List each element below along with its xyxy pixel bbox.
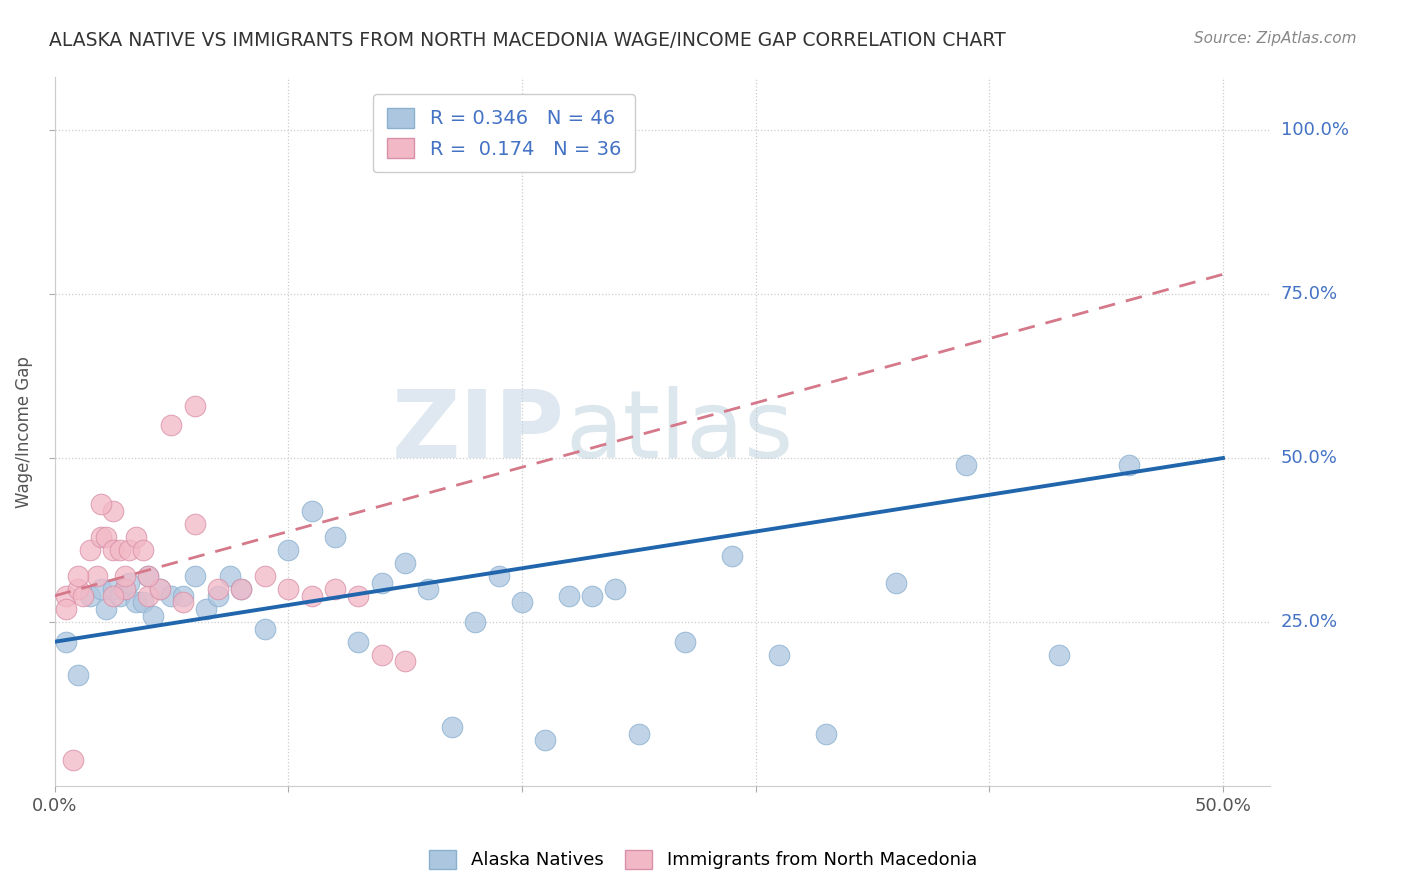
Point <box>1118 458 1140 472</box>
Point <box>488 569 510 583</box>
Point <box>207 589 229 603</box>
Y-axis label: Wage/Income Gap: Wage/Income Gap <box>15 356 32 508</box>
Text: 75.0%: 75.0% <box>1281 285 1339 303</box>
Point <box>125 595 148 609</box>
Point <box>172 595 194 609</box>
Point <box>101 503 124 517</box>
Point <box>581 589 603 603</box>
Point <box>90 497 112 511</box>
Point <box>132 595 155 609</box>
Text: ZIP: ZIP <box>392 386 565 478</box>
Point <box>534 733 557 747</box>
Point <box>184 569 207 583</box>
Point <box>101 589 124 603</box>
Point <box>195 602 218 616</box>
Point <box>55 634 77 648</box>
Point <box>149 582 172 597</box>
Point <box>510 595 533 609</box>
Point <box>114 569 136 583</box>
Point <box>394 655 416 669</box>
Point <box>323 582 346 597</box>
Point <box>118 542 141 557</box>
Point <box>301 503 323 517</box>
Point <box>118 575 141 590</box>
Point <box>418 582 440 597</box>
Point <box>108 542 131 557</box>
Point <box>160 589 183 603</box>
Point <box>132 542 155 557</box>
Point <box>814 726 837 740</box>
Point <box>557 589 579 603</box>
Text: 50.0%: 50.0% <box>1281 449 1337 467</box>
Point <box>160 418 183 433</box>
Point <box>125 530 148 544</box>
Point <box>955 458 977 472</box>
Point <box>72 589 94 603</box>
Point <box>1047 648 1070 662</box>
Point <box>66 569 89 583</box>
Text: 100.0%: 100.0% <box>1281 121 1348 139</box>
Point <box>149 582 172 597</box>
Point <box>323 530 346 544</box>
Point <box>440 720 463 734</box>
Point <box>55 589 77 603</box>
Point <box>253 569 276 583</box>
Point <box>79 542 101 557</box>
Point <box>101 582 124 597</box>
Point <box>136 589 159 603</box>
Text: ALASKA NATIVE VS IMMIGRANTS FROM NORTH MACEDONIA WAGE/INCOME GAP CORRELATION CHA: ALASKA NATIVE VS IMMIGRANTS FROM NORTH M… <box>49 31 1005 50</box>
Point <box>172 589 194 603</box>
Point <box>627 726 650 740</box>
Point <box>370 575 392 590</box>
Point <box>136 569 159 583</box>
Point <box>884 575 907 590</box>
Point <box>66 582 89 597</box>
Point <box>464 615 486 629</box>
Point <box>86 569 108 583</box>
Point <box>231 582 253 597</box>
Point <box>62 753 84 767</box>
Text: 25.0%: 25.0% <box>1281 613 1339 632</box>
Legend: R = 0.346   N = 46, R =  0.174   N = 36: R = 0.346 N = 46, R = 0.174 N = 36 <box>374 95 636 172</box>
Point <box>136 569 159 583</box>
Point <box>79 589 101 603</box>
Point <box>347 634 370 648</box>
Point <box>277 582 299 597</box>
Legend: Alaska Natives, Immigrants from North Macedonia: Alaska Natives, Immigrants from North Ma… <box>420 841 986 879</box>
Point <box>90 582 112 597</box>
Point <box>55 602 77 616</box>
Point <box>66 667 89 681</box>
Text: Source: ZipAtlas.com: Source: ZipAtlas.com <box>1194 31 1357 46</box>
Point <box>94 530 117 544</box>
Text: atlas: atlas <box>565 386 793 478</box>
Point <box>231 582 253 597</box>
Point <box>142 608 165 623</box>
Point <box>184 516 207 531</box>
Point <box>675 634 697 648</box>
Point <box>101 542 124 557</box>
Point <box>218 569 240 583</box>
Point <box>605 582 627 597</box>
Point <box>114 582 136 597</box>
Point <box>347 589 370 603</box>
Point <box>184 399 207 413</box>
Point <box>207 582 229 597</box>
Point <box>90 530 112 544</box>
Point <box>277 542 299 557</box>
Point <box>301 589 323 603</box>
Point <box>768 648 790 662</box>
Point <box>370 648 392 662</box>
Point <box>394 556 416 570</box>
Point <box>721 549 744 564</box>
Point <box>114 582 136 597</box>
Point <box>94 602 117 616</box>
Point <box>253 622 276 636</box>
Point <box>108 589 131 603</box>
